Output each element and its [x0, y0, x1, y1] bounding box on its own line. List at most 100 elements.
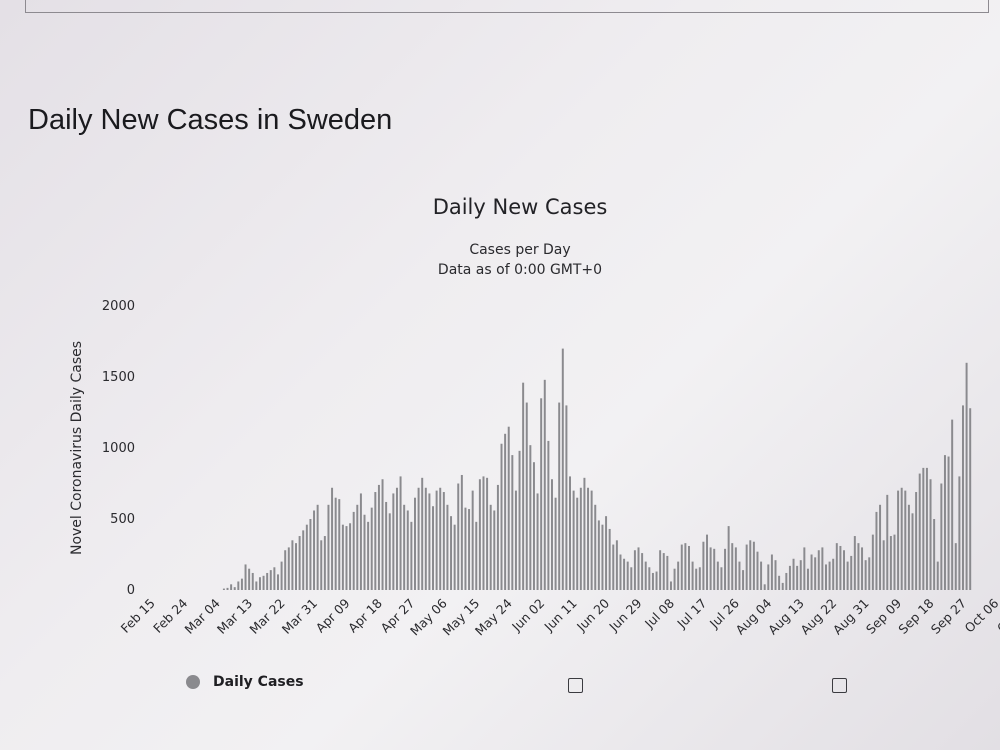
- bar[interactable]: [309, 519, 312, 590]
- bar[interactable]: [284, 550, 287, 590]
- bar[interactable]: [864, 560, 867, 590]
- bar[interactable]: [799, 560, 802, 590]
- bar[interactable]: [489, 504, 492, 590]
- bar[interactable]: [947, 456, 950, 590]
- bar[interactable]: [641, 553, 644, 590]
- bar[interactable]: [706, 534, 708, 590]
- bar[interactable]: [424, 487, 427, 590]
- bar[interactable]: [886, 494, 889, 590]
- bar[interactable]: [251, 572, 254, 590]
- bar[interactable]: [828, 561, 831, 590]
- legend-toggle-checkbox-2[interactable]: [832, 678, 847, 693]
- bar[interactable]: [929, 479, 932, 590]
- bar[interactable]: [817, 550, 820, 590]
- bar[interactable]: [475, 521, 478, 590]
- bar[interactable]: [861, 547, 864, 590]
- bar[interactable]: [648, 567, 651, 590]
- bar[interactable]: [305, 524, 308, 590]
- legend-toggle-checkbox-1[interactable]: [568, 678, 583, 693]
- bar[interactable]: [417, 487, 420, 590]
- bar[interactable]: [879, 504, 882, 590]
- bar[interactable]: [377, 484, 380, 590]
- bar[interactable]: [540, 398, 543, 590]
- bar[interactable]: [450, 516, 453, 590]
- bar[interactable]: [651, 572, 654, 590]
- bar[interactable]: [572, 490, 575, 590]
- bar[interactable]: [969, 408, 972, 590]
- bar[interactable]: [482, 476, 485, 590]
- bar[interactable]: [295, 543, 297, 590]
- bar[interactable]: [605, 516, 608, 590]
- bar[interactable]: [763, 584, 766, 590]
- bar[interactable]: [615, 540, 618, 590]
- bar[interactable]: [446, 504, 449, 590]
- bar[interactable]: [410, 521, 413, 590]
- bar[interactable]: [576, 497, 579, 590]
- bar[interactable]: [792, 558, 795, 590]
- bar[interactable]: [644, 561, 647, 590]
- bar[interactable]: [500, 443, 503, 590]
- bar[interactable]: [511, 455, 514, 590]
- bar[interactable]: [547, 440, 550, 590]
- bar[interactable]: [806, 568, 809, 590]
- bar[interactable]: [554, 497, 557, 590]
- bar[interactable]: [594, 504, 597, 590]
- bar[interactable]: [774, 560, 777, 590]
- bar[interactable]: [266, 572, 269, 590]
- bar[interactable]: [327, 504, 330, 590]
- bar[interactable]: [677, 561, 680, 590]
- bar[interactable]: [962, 405, 964, 590]
- bar[interactable]: [713, 548, 716, 590]
- bar[interactable]: [367, 521, 370, 590]
- bar[interactable]: [716, 561, 719, 590]
- bar[interactable]: [749, 540, 752, 590]
- bar[interactable]: [868, 557, 871, 590]
- bar[interactable]: [633, 550, 636, 590]
- bar[interactable]: [893, 534, 896, 590]
- bar[interactable]: [478, 479, 481, 590]
- bar[interactable]: [900, 487, 903, 590]
- bar[interactable]: [504, 433, 507, 590]
- bar[interactable]: [277, 574, 279, 590]
- bar[interactable]: [810, 554, 813, 591]
- bar[interactable]: [244, 564, 247, 590]
- bar[interactable]: [669, 581, 672, 590]
- bar[interactable]: [756, 551, 759, 590]
- bar[interactable]: [233, 587, 236, 590]
- bar[interactable]: [965, 362, 968, 590]
- bar[interactable]: [655, 571, 658, 590]
- bar[interactable]: [796, 565, 799, 590]
- bar[interactable]: [720, 567, 723, 590]
- bar[interactable]: [536, 493, 539, 590]
- bar[interactable]: [608, 528, 611, 590]
- bar[interactable]: [385, 501, 388, 590]
- bar[interactable]: [951, 419, 954, 590]
- bar[interactable]: [922, 467, 925, 590]
- bar[interactable]: [349, 523, 352, 590]
- bar[interactable]: [853, 536, 856, 590]
- bar[interactable]: [529, 445, 532, 590]
- bar[interactable]: [561, 348, 564, 590]
- bar[interactable]: [731, 543, 734, 590]
- bar[interactable]: [457, 483, 460, 591]
- bar[interactable]: [316, 504, 319, 590]
- bar[interactable]: [954, 543, 957, 590]
- bar[interactable]: [352, 511, 355, 590]
- bar[interactable]: [698, 567, 701, 590]
- bar[interactable]: [345, 526, 348, 590]
- bar[interactable]: [846, 561, 849, 590]
- bar[interactable]: [933, 519, 936, 590]
- bar[interactable]: [662, 553, 665, 590]
- bar[interactable]: [684, 543, 687, 590]
- bar[interactable]: [255, 581, 258, 590]
- bar[interactable]: [943, 455, 946, 590]
- bar[interactable]: [237, 581, 240, 590]
- bar[interactable]: [626, 561, 629, 590]
- bar[interactable]: [514, 490, 517, 590]
- bar[interactable]: [334, 497, 337, 590]
- bar[interactable]: [460, 474, 463, 590]
- bar[interactable]: [583, 477, 586, 590]
- bar[interactable]: [637, 547, 640, 590]
- bar[interactable]: [414, 497, 416, 590]
- bar[interactable]: [280, 561, 283, 590]
